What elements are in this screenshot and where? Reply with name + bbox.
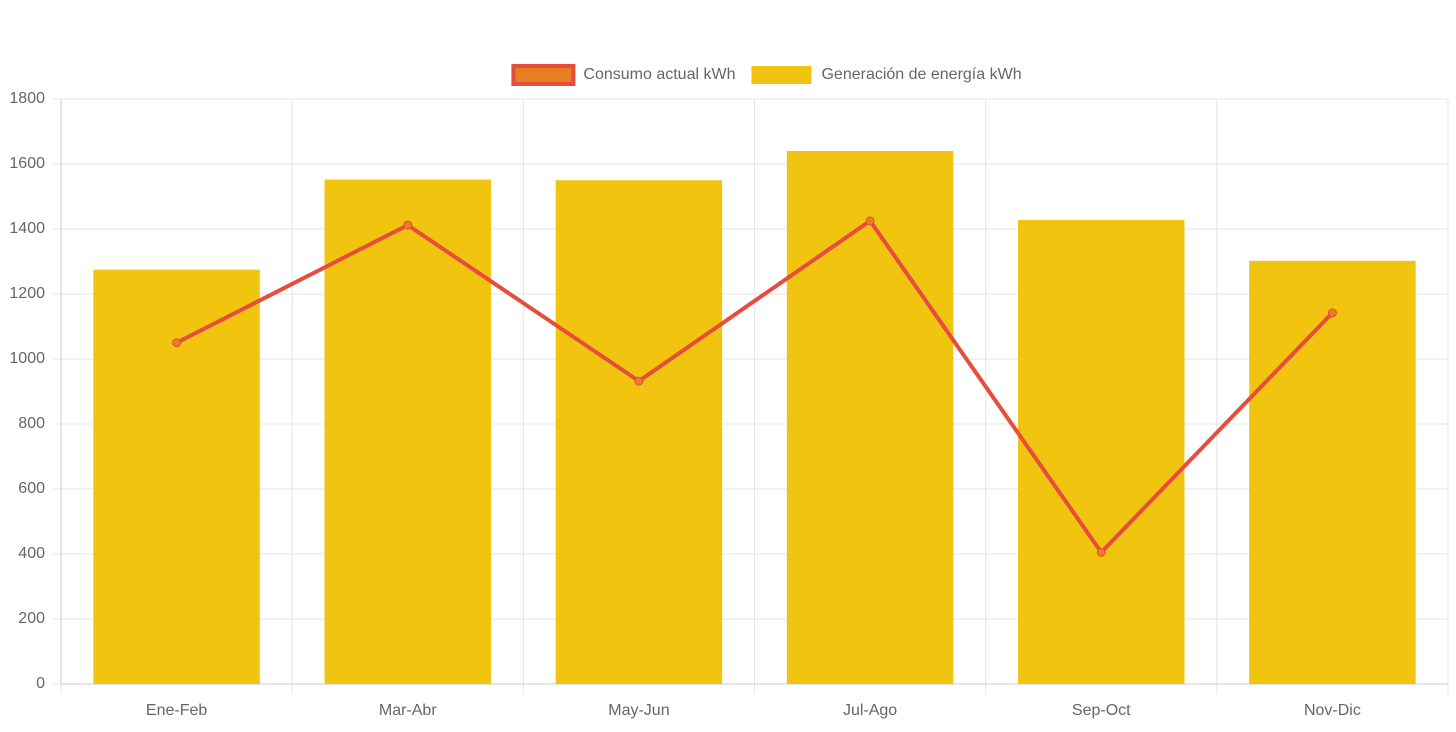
y-tick-label: 1600	[9, 155, 45, 172]
legend-swatch	[511, 64, 576, 86]
x-tick-label: Ene-Feb	[146, 702, 207, 719]
bar	[93, 269, 260, 684]
y-tick-label: 1400	[9, 220, 45, 237]
x-tick-label: Mar-Abr	[379, 702, 437, 719]
y-tick-label: 400	[18, 545, 45, 562]
legend-label: Consumo actual kWh	[583, 66, 735, 83]
line-point	[403, 220, 413, 230]
bar	[786, 151, 954, 684]
line-point	[1096, 547, 1106, 557]
bar	[555, 180, 723, 684]
x-tick-label: Nov-Dic	[1304, 702, 1361, 719]
y-tick-label: 0	[36, 675, 45, 692]
y-tick-label: 600	[18, 480, 45, 497]
line-point	[865, 216, 875, 226]
legend-swatch	[751, 66, 812, 84]
bar	[1249, 260, 1416, 684]
line-point	[1327, 308, 1337, 318]
line-point	[634, 376, 644, 386]
x-tick-label: Sep-Oct	[1072, 702, 1131, 719]
y-tick-label: 1800	[9, 90, 45, 107]
legend-label: Generación de energía kWh	[821, 66, 1021, 83]
y-tick-label: 1200	[9, 285, 45, 302]
y-tick-label: 800	[18, 415, 45, 432]
y-tick-label: 200	[18, 610, 45, 627]
legend: Consumo actual kWh Generación de energía …	[511, 64, 1022, 86]
y-tick-label: 1000	[9, 350, 45, 367]
line	[175, 218, 1334, 555]
bar	[1018, 219, 1185, 684]
line-point	[172, 338, 182, 348]
x-tick-label: Jul-Ago	[843, 702, 897, 719]
x-tick-label: May-Jun	[608, 702, 669, 719]
